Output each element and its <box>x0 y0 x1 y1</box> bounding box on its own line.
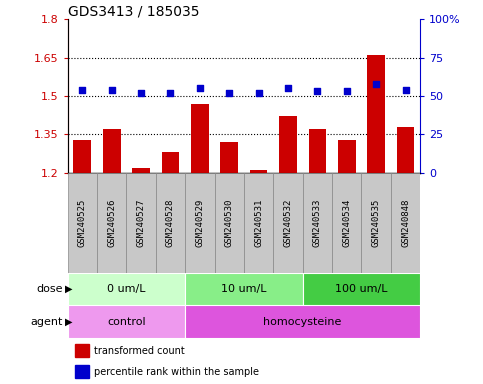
Text: GSM240529: GSM240529 <box>195 199 204 247</box>
Text: percentile rank within the sample: percentile rank within the sample <box>94 367 259 377</box>
Bar <box>68 273 185 305</box>
Bar <box>132 168 150 173</box>
Bar <box>68 173 97 273</box>
Text: GSM240534: GSM240534 <box>342 199 351 247</box>
Bar <box>361 173 391 273</box>
Text: GSM240533: GSM240533 <box>313 199 322 247</box>
Bar <box>73 139 91 173</box>
Bar <box>397 127 414 173</box>
Point <box>343 88 351 94</box>
Bar <box>162 152 179 173</box>
Bar <box>75 366 89 378</box>
Point <box>284 85 292 91</box>
Point <box>402 87 410 93</box>
Bar <box>103 129 120 173</box>
Bar <box>75 344 89 357</box>
Text: GSM240530: GSM240530 <box>225 199 234 247</box>
Bar <box>332 173 361 273</box>
Text: ▶: ▶ <box>65 316 73 327</box>
Point <box>196 85 204 91</box>
Bar <box>338 139 355 173</box>
Point <box>372 81 380 87</box>
Point <box>78 87 86 93</box>
Text: GSM240532: GSM240532 <box>284 199 293 247</box>
Bar <box>367 55 385 173</box>
Bar <box>214 173 244 273</box>
Bar <box>250 170 268 173</box>
Bar <box>185 273 303 305</box>
Bar <box>391 173 420 273</box>
Bar <box>127 173 156 273</box>
Text: 100 um/L: 100 um/L <box>335 284 388 294</box>
Text: GSM240535: GSM240535 <box>371 199 381 247</box>
Text: GSM240526: GSM240526 <box>107 199 116 247</box>
Text: GSM240848: GSM240848 <box>401 199 410 247</box>
Point <box>226 90 233 96</box>
Bar <box>244 173 273 273</box>
Point <box>255 90 262 96</box>
Text: ▶: ▶ <box>65 284 73 294</box>
Bar <box>97 173 127 273</box>
Text: dose: dose <box>36 284 63 294</box>
Text: GSM240527: GSM240527 <box>137 199 145 247</box>
Bar <box>185 305 420 338</box>
Point <box>313 88 321 94</box>
Bar <box>273 173 303 273</box>
Text: transformed count: transformed count <box>94 346 185 356</box>
Bar <box>220 142 238 173</box>
Bar <box>68 305 185 338</box>
Text: control: control <box>107 316 146 327</box>
Text: GDS3413 / 185035: GDS3413 / 185035 <box>68 4 199 18</box>
Bar <box>185 173 214 273</box>
Point <box>108 87 115 93</box>
Point <box>137 90 145 96</box>
Bar <box>156 173 185 273</box>
Text: 10 um/L: 10 um/L <box>221 284 267 294</box>
Text: GSM240528: GSM240528 <box>166 199 175 247</box>
Point <box>167 90 174 96</box>
Bar <box>303 173 332 273</box>
Text: homocysteine: homocysteine <box>264 316 342 327</box>
Bar <box>191 104 209 173</box>
Bar <box>309 129 326 173</box>
Bar <box>303 273 420 305</box>
Text: 0 um/L: 0 um/L <box>107 284 146 294</box>
Text: GSM240531: GSM240531 <box>254 199 263 247</box>
Text: agent: agent <box>30 316 63 327</box>
Text: GSM240525: GSM240525 <box>78 199 87 247</box>
Bar <box>279 116 297 173</box>
